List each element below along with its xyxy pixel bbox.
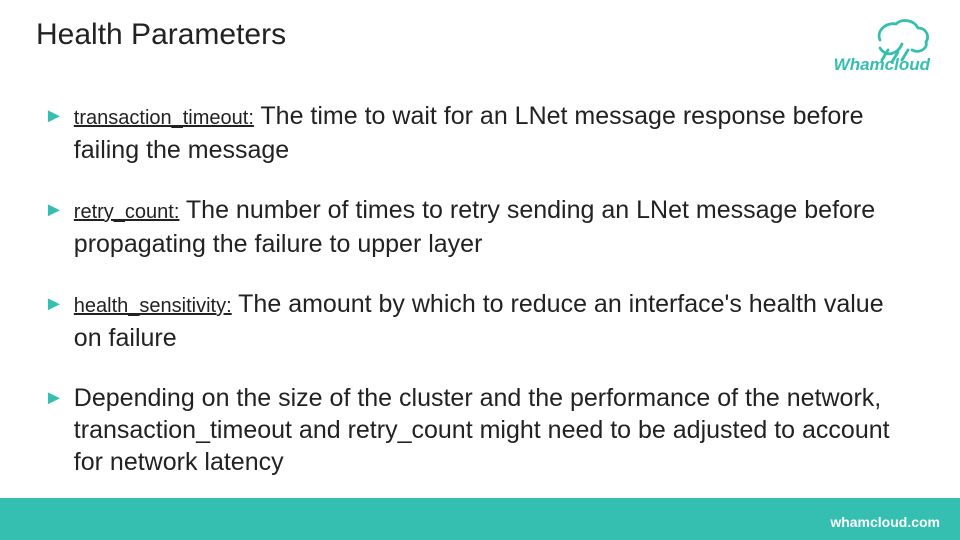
bullet-item: ► transaction_timeout: The time to wait … xyxy=(44,100,916,166)
param-name: health_sensitivity: xyxy=(74,295,232,317)
slide-title: Health Parameters xyxy=(36,18,286,52)
param-name: retry_count: xyxy=(74,201,180,223)
bullet-item: ► retry_count: The number of times to re… xyxy=(44,194,916,260)
closing-text: Depending on the size of the cluster and… xyxy=(74,382,916,478)
bullet-text: transaction_timeout: The time to wait fo… xyxy=(74,100,916,166)
bullet-marker-icon: ► xyxy=(44,100,64,132)
bullet-marker-icon: ► xyxy=(44,382,64,414)
slide: Health Parameters Whamcloud ► transactio… xyxy=(0,0,960,540)
param-name: transaction_timeout: xyxy=(74,107,254,129)
bullet-text: health_sensitivity: The amount by which … xyxy=(74,288,916,354)
brand-logo: Whamcloud xyxy=(802,14,932,74)
footer-bar: whamcloud.com xyxy=(0,498,960,540)
bullet-marker-icon: ► xyxy=(44,194,64,226)
content-area: ► transaction_timeout: The time to wait … xyxy=(44,100,916,506)
footer-url: whamcloud.com xyxy=(830,514,940,530)
param-desc: The number of times to retry sending an … xyxy=(74,196,875,258)
bullet-item: ► Depending on the size of the cluster a… xyxy=(44,382,916,478)
bullet-item: ► health_sensitivity: The amount by whic… xyxy=(44,288,916,354)
bullet-marker-icon: ► xyxy=(44,288,64,320)
brand-logo-text: Whamcloud xyxy=(834,55,931,74)
bullet-text: retry_count: The number of times to retr… xyxy=(74,194,916,260)
